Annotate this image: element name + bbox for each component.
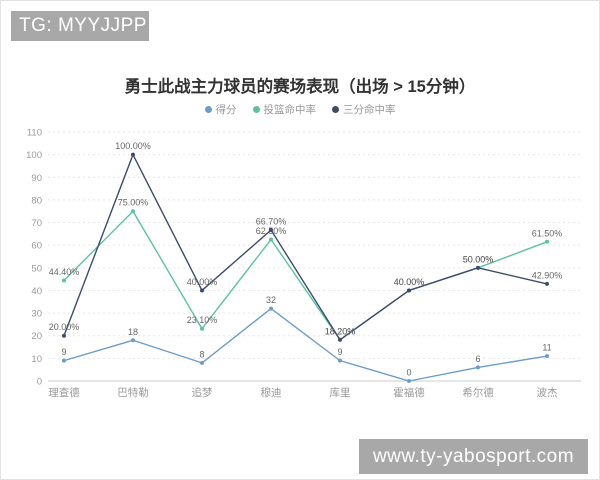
data-point bbox=[131, 152, 135, 157]
data-point bbox=[269, 306, 273, 311]
y-tick-label: 30 bbox=[31, 309, 42, 320]
website-watermark-banner: www.ty-yabosport.com bbox=[359, 439, 588, 474]
data-point bbox=[338, 358, 342, 363]
data-label: 18.20% bbox=[325, 326, 356, 336]
data-point bbox=[131, 209, 135, 214]
y-tick-label: 60 bbox=[31, 241, 42, 252]
data-point bbox=[62, 333, 66, 338]
data-label: 9 bbox=[61, 347, 66, 357]
data-label: 18.20% bbox=[325, 326, 356, 336]
x-category-label: 巴特勒 bbox=[117, 386, 149, 399]
tg-watermark-banner: TG: MYYJJPP bbox=[11, 11, 149, 41]
data-point bbox=[338, 337, 342, 342]
data-label: 42.90% bbox=[532, 270, 563, 280]
data-point bbox=[545, 281, 549, 286]
data-label: 61.50% bbox=[532, 228, 563, 238]
fg-pct-legend-dot-icon bbox=[252, 106, 260, 113]
data-label: 6 bbox=[475, 354, 480, 364]
y-tick-label: 40 bbox=[31, 286, 42, 297]
x-category-label: 波杰 bbox=[537, 386, 558, 399]
data-label: 40.00% bbox=[187, 277, 218, 287]
data-label: 50.00% bbox=[463, 254, 494, 264]
data-point bbox=[200, 360, 204, 365]
y-tick-label: 10 bbox=[31, 354, 42, 365]
x-category-label: 理查德 bbox=[48, 386, 80, 399]
data-point bbox=[62, 278, 66, 283]
y-tick-label: 0 bbox=[37, 377, 42, 388]
data-label: 0 bbox=[406, 368, 411, 378]
data-label: 23.10% bbox=[187, 315, 218, 325]
data-point bbox=[545, 239, 549, 244]
data-label: 66.70% bbox=[256, 217, 287, 227]
y-tick-label: 110 bbox=[27, 128, 42, 139]
y-tick-label: 70 bbox=[31, 218, 42, 229]
data-label: 100.00% bbox=[115, 141, 151, 151]
y-tick-label: 50 bbox=[31, 263, 42, 274]
legend-item-3p-pct: 三分命中率 bbox=[332, 102, 396, 117]
data-point bbox=[407, 288, 411, 293]
data-label: 50.00% bbox=[463, 254, 494, 264]
data-label: 44.40% bbox=[49, 267, 80, 277]
data-label: 40.00% bbox=[394, 277, 425, 287]
data-label: 32 bbox=[266, 295, 276, 305]
legend-label-3p-pct: 三分命中率 bbox=[343, 104, 396, 116]
website-watermark-label: www.ty-yabosport.com bbox=[372, 445, 575, 467]
data-point bbox=[476, 265, 480, 270]
x-category-label: 穆迪 bbox=[261, 386, 282, 399]
legend-item-fg-pct: 投篮命中率 bbox=[252, 102, 317, 117]
y-tick-label: 80 bbox=[31, 195, 42, 206]
data-point bbox=[476, 365, 480, 370]
data-point bbox=[269, 228, 273, 233]
legend-item-points: 得分 bbox=[204, 102, 237, 117]
legend-label-points: 得分 bbox=[215, 104, 237, 116]
x-category-label: 追梦 bbox=[192, 386, 213, 399]
data-point bbox=[131, 338, 135, 343]
legend-label-fg-pct: 投篮命中率 bbox=[263, 104, 317, 116]
series-line-0 bbox=[63, 307, 548, 382]
chart-legend: 得分 投篮命中率 三分命中率 bbox=[1, 102, 599, 117]
data-label: 75.00% bbox=[118, 198, 149, 208]
data-point bbox=[269, 237, 273, 242]
data-point bbox=[407, 379, 411, 383]
data-label: 20.00% bbox=[49, 322, 80, 332]
data-label: 9 bbox=[337, 347, 342, 357]
data-label: 40.00% bbox=[394, 277, 425, 287]
data-point bbox=[545, 354, 549, 359]
data-point bbox=[200, 326, 204, 331]
tg-watermark-label: TG: MYYJJPP bbox=[19, 15, 147, 36]
data-label: 18 bbox=[128, 327, 138, 337]
series-line-2 bbox=[63, 153, 548, 341]
y-tick-label: 90 bbox=[31, 173, 42, 184]
x-category-label: 希尔德 bbox=[462, 386, 494, 399]
data-point bbox=[62, 358, 66, 363]
series-line-1 bbox=[63, 210, 548, 341]
data-label: 8 bbox=[199, 349, 204, 359]
x-category-label: 库里 bbox=[330, 386, 351, 399]
data-label: 11 bbox=[542, 343, 551, 353]
data-point bbox=[200, 288, 204, 293]
points-legend-dot-icon bbox=[204, 106, 212, 113]
chart-title: 勇士此战主力球员的赛场表现（出场 > 15分钟） bbox=[124, 78, 476, 96]
y-tick-label: 100 bbox=[26, 150, 42, 161]
x-category-label: 霍福德 bbox=[393, 386, 425, 399]
y-tick-label: 20 bbox=[31, 331, 42, 342]
3p-pct-legend-dot-icon bbox=[332, 106, 339, 113]
